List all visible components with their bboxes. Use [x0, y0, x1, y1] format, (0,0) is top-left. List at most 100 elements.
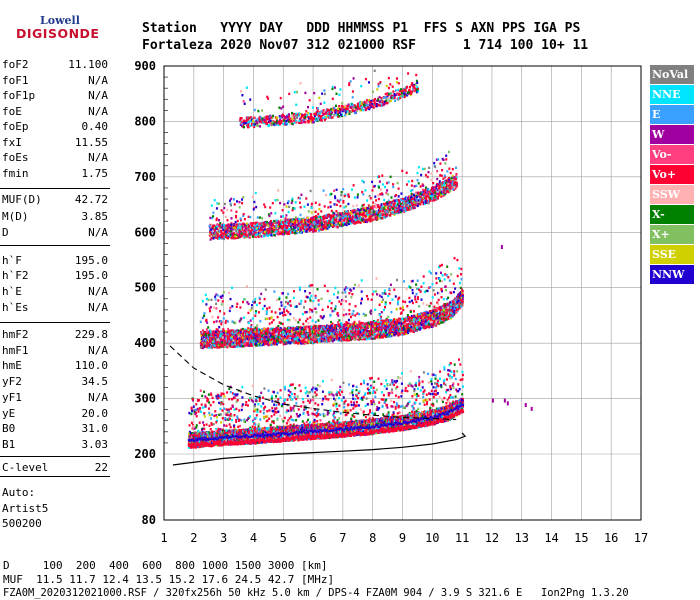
- echo-point: [267, 389, 270, 392]
- echo-point: [317, 425, 319, 428]
- echo-point: [230, 407, 232, 410]
- echo-point: [339, 423, 342, 426]
- echo-point: [295, 419, 298, 422]
- echo-point: [346, 430, 349, 433]
- param-value: N/A: [88, 105, 108, 118]
- echo-point: [389, 383, 392, 386]
- echo-point: [229, 430, 232, 433]
- echo-point: [210, 417, 212, 420]
- echo-point: [339, 393, 342, 396]
- echo-point: [296, 415, 299, 418]
- param-name: hmF1: [2, 344, 29, 357]
- echo-point: [219, 403, 222, 406]
- echo-point: [204, 405, 207, 408]
- echo-point: [368, 420, 371, 424]
- echo-point: [319, 385, 322, 388]
- param-name: h`E: [2, 285, 22, 298]
- echo-point: [342, 432, 344, 435]
- echo-point: [262, 431, 265, 434]
- echo-point: [304, 425, 307, 429]
- echo-point: [208, 436, 211, 439]
- echo-point: [264, 428, 266, 431]
- param-row-muf-d-: MUF(D) 42.72: [2, 193, 108, 207]
- echo-point: [333, 402, 336, 406]
- param-row-foe: foE N/A: [2, 105, 108, 119]
- echo-point: [194, 412, 197, 416]
- echo-point: [238, 418, 241, 421]
- echo-point: [263, 387, 266, 390]
- echo-point: [210, 392, 212, 395]
- echo-point: [360, 382, 363, 386]
- echo-point: [271, 435, 274, 439]
- auto-artist: Artist5: [2, 502, 49, 515]
- echo-point: [283, 435, 286, 438]
- echo-point: [289, 384, 291, 387]
- echo-point: [188, 411, 191, 415]
- echo-point: [353, 415, 356, 418]
- echo-point: [213, 443, 216, 447]
- echo-point: [272, 420, 275, 423]
- echo-point: [229, 390, 232, 394]
- echo-point: [366, 387, 369, 390]
- echo-point: [348, 428, 351, 432]
- echo-point: [293, 393, 296, 396]
- echo-point: [290, 407, 292, 411]
- echo-point: [234, 428, 237, 431]
- param-value: 0.40: [81, 120, 109, 133]
- echo-point: [192, 434, 195, 437]
- echo-point: [369, 403, 372, 406]
- echo-point: [314, 413, 317, 416]
- echo-point: [197, 398, 199, 402]
- echo-point: [351, 394, 354, 397]
- echo-point: [313, 424, 316, 427]
- echo-point: [348, 383, 350, 386]
- echo-point: [287, 419, 290, 422]
- echo-point: [271, 420, 274, 423]
- echo-point: [209, 430, 212, 434]
- echo-point: [198, 421, 201, 424]
- echo-point: [363, 381, 365, 385]
- echo-point: [356, 397, 359, 400]
- echo-point: [388, 391, 391, 395]
- echo-point: [373, 402, 376, 406]
- echo-point: [264, 430, 267, 433]
- echo-point: [313, 420, 316, 423]
- echo-point: [195, 434, 198, 437]
- echo-point: [366, 403, 369, 406]
- echo-point: [271, 428, 274, 431]
- echo-point: [287, 393, 290, 397]
- echo-point: [254, 423, 257, 426]
- echo-point: [188, 446, 190, 449]
- echo-point: [312, 395, 314, 399]
- echo-point: [264, 405, 267, 409]
- echo-point: [229, 425, 232, 429]
- echo-point: [328, 420, 331, 424]
- param-value: N/A: [88, 226, 108, 239]
- param-value: 20.0: [81, 407, 109, 420]
- echo-point: [302, 401, 305, 404]
- echo-point: [208, 435, 211, 438]
- echo-point: [322, 424, 325, 427]
- echo-point: [358, 423, 360, 426]
- echo-point: [234, 439, 237, 442]
- echo-point: [244, 438, 247, 441]
- echo-point: [321, 380, 324, 383]
- echo-point: [222, 392, 225, 396]
- echo-point: [303, 438, 306, 441]
- echo-point: [219, 407, 222, 411]
- echo-point: [347, 421, 350, 424]
- echo-point: [335, 402, 338, 405]
- echo-point: [278, 428, 281, 431]
- echo-point: [307, 425, 310, 428]
- echo-point: [283, 416, 286, 420]
- echo-point: [235, 420, 238, 423]
- echo-point: [252, 441, 255, 445]
- echo-point: [204, 395, 207, 398]
- echo-point: [248, 431, 250, 434]
- echo-point: [201, 394, 204, 398]
- echo-point: [209, 403, 212, 407]
- echo-point: [286, 430, 289, 433]
- echo-point: [366, 421, 368, 425]
- echo-point: [212, 400, 215, 404]
- echo-point: [295, 402, 298, 405]
